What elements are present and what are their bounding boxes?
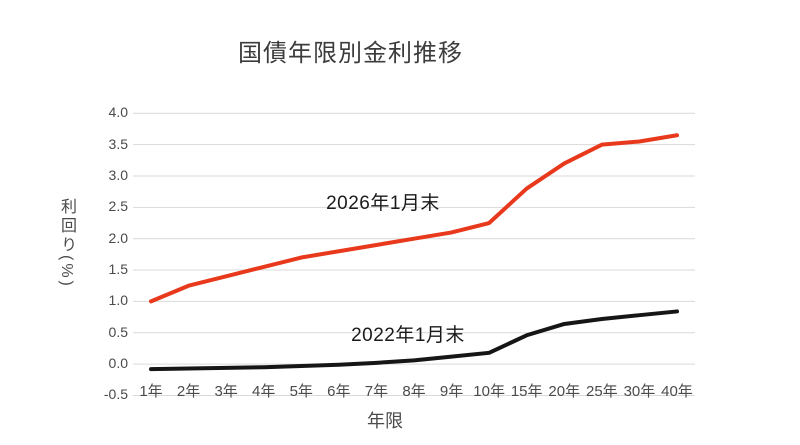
y-tick-label: -0.5	[103, 386, 128, 403]
y-tick-label: 2.5	[108, 198, 128, 215]
x-tick-label: 6年	[327, 383, 351, 400]
y-tick-label: 0.0	[108, 355, 128, 372]
y-tick-label: 0.5	[108, 323, 128, 340]
y-tick-label: 4.0	[108, 104, 128, 121]
y-tick-label: 3.5	[108, 135, 128, 152]
series-line-2022年1月末	[149, 309, 679, 372]
series-label-2026: 2026年1月末	[326, 193, 440, 214]
x-tick-label: 2年	[176, 383, 201, 400]
x-tick-label: 5年	[289, 383, 313, 400]
x-tick-label: 40年	[661, 383, 693, 400]
y-tick-label: 1.5	[108, 261, 128, 278]
x-tick-label: 10年	[473, 383, 505, 400]
x-tick-label: 25年	[585, 383, 618, 400]
x-tick-label: 3年	[214, 383, 238, 400]
y-axis-title: 利回り(%)	[58, 198, 75, 289]
x-axis-title: 年限	[367, 411, 403, 431]
y-tick-label: 1.0	[108, 292, 128, 309]
x-tick-label: 7年	[364, 383, 389, 400]
y-tick-label: 3.0	[108, 167, 128, 183]
x-tick-label: 30年	[623, 383, 656, 400]
x-tick-label: 20年	[548, 383, 581, 400]
series-label-2022: 2022年1月末	[351, 325, 465, 346]
x-tick-label: 1年	[139, 383, 163, 400]
x-tick-label: 8年	[402, 383, 426, 400]
x-tick-label: 4年	[252, 383, 276, 400]
y-tick-label: 2.0	[108, 229, 128, 246]
x-tick-label: 9年	[439, 383, 464, 400]
series-line-2026年1月末	[149, 133, 679, 304]
chart-title: 国債年限別金利推移	[238, 40, 463, 67]
x-tick-label: 15年	[510, 383, 543, 400]
